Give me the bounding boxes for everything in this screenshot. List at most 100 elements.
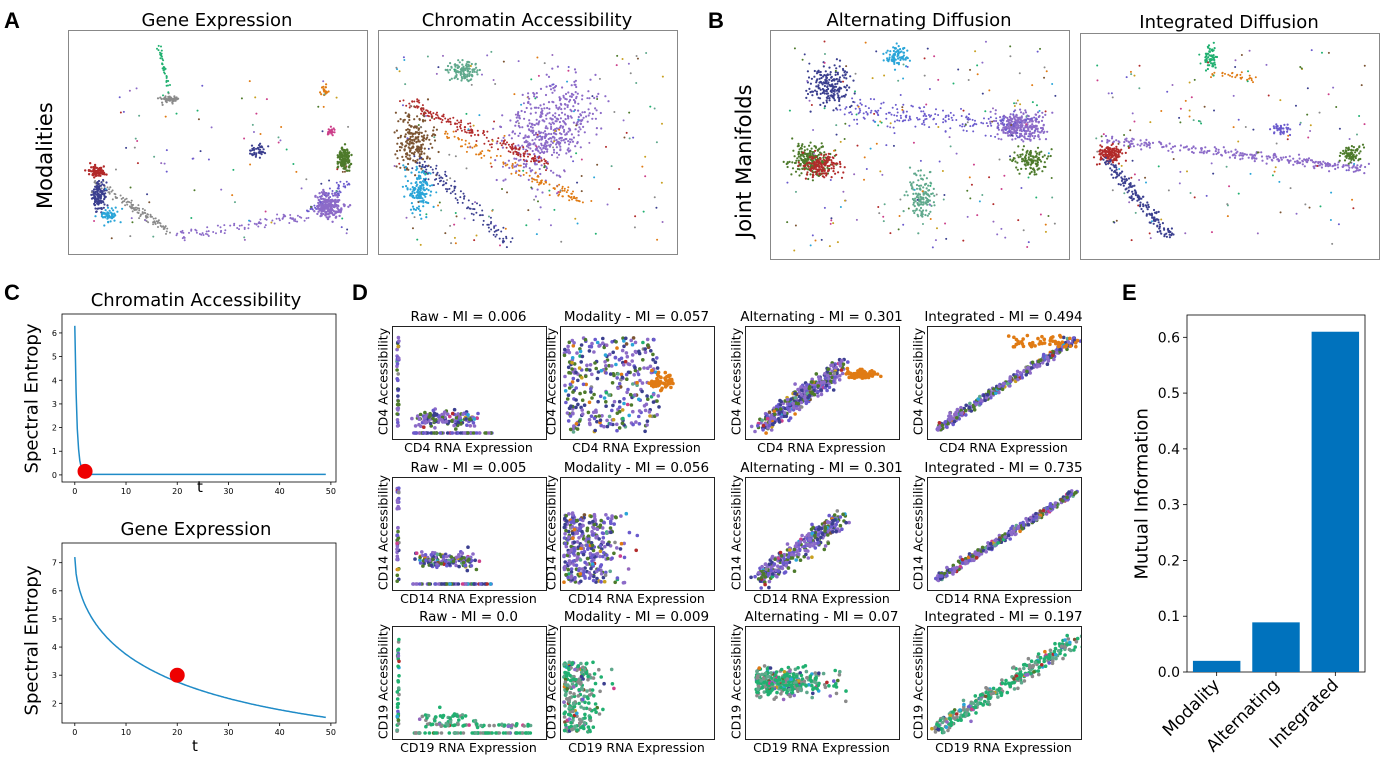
scatter-point	[95, 174, 98, 177]
scatter-point	[886, 57, 889, 60]
scatter-point	[839, 165, 842, 168]
scatter-point	[929, 170, 932, 174]
scatter-point	[507, 143, 510, 146]
scatter-point	[543, 144, 546, 147]
scatter-point	[1303, 158, 1306, 161]
scatter-point	[813, 69, 816, 73]
scatter-point	[1132, 197, 1135, 200]
scatter-point	[964, 123, 967, 126]
scatter-point	[822, 156, 825, 159]
scatter-point	[560, 108, 563, 111]
scatter-point	[163, 162, 166, 165]
scatter-point	[821, 172, 824, 175]
scatter-point	[1118, 172, 1121, 175]
scatter-point	[557, 194, 560, 197]
scatter-point	[411, 167, 414, 170]
scatter-point	[93, 176, 96, 179]
scatter-point	[497, 228, 500, 231]
scatter-point	[819, 88, 822, 91]
scatter-point	[550, 125, 553, 129]
scatter-point	[915, 208, 918, 211]
scatter-point	[1253, 154, 1257, 157]
scatter-point	[881, 173, 884, 176]
scatter-point	[231, 194, 234, 197]
scatter-point	[803, 149, 806, 152]
scatter-point	[1017, 145, 1020, 148]
scatter-point	[440, 121, 443, 124]
scatter-point	[409, 188, 412, 191]
scatter-point	[1000, 119, 1003, 122]
scatter-point	[844, 86, 847, 89]
scatter-point	[897, 79, 900, 82]
scatter-point	[514, 124, 517, 127]
scatter-point	[1016, 121, 1019, 124]
scatter-point	[405, 128, 408, 132]
scatter-point	[103, 173, 106, 176]
scatter-point	[466, 60, 469, 64]
scatter-point	[338, 190, 341, 193]
scatter-point	[1002, 115, 1005, 118]
scatter-point	[531, 180, 534, 183]
scatter-point	[902, 223, 905, 226]
scatter-point	[1016, 129, 1019, 132]
scatter-point	[505, 146, 508, 149]
scatter-point	[1127, 189, 1130, 192]
scatter-point	[190, 217, 193, 220]
scatter-point	[425, 157, 429, 160]
scatter-point	[457, 138, 460, 141]
scatter-point	[886, 49, 889, 52]
scatter-point	[420, 217, 423, 220]
scatter-point	[972, 130, 975, 133]
scatter-point	[1118, 141, 1121, 144]
scatter-point	[467, 199, 470, 202]
scatter-point	[570, 196, 573, 198]
scatter-point	[1010, 127, 1013, 131]
scatter-point	[1245, 153, 1248, 156]
scatter-point	[551, 67, 554, 70]
scatter-point	[898, 214, 901, 217]
scatter-point	[403, 135, 406, 138]
scatter-point	[818, 77, 821, 80]
scatter-point	[456, 64, 459, 67]
scatter-point	[886, 125, 889, 128]
scatter-point	[1198, 151, 1202, 154]
scatter-point	[1117, 183, 1120, 186]
scatter-point	[889, 50, 892, 53]
scatter-point	[84, 169, 87, 172]
scatter-point	[411, 142, 414, 145]
scatter-point	[821, 91, 824, 95]
scatter-point	[549, 123, 553, 126]
scatter-point	[805, 167, 808, 170]
scatter-point	[805, 96, 808, 99]
scatter-point	[509, 240, 512, 243]
scatter-point	[526, 152, 529, 155]
scatter-point	[437, 204, 440, 207]
scatter-point	[929, 218, 932, 221]
scatter-point	[408, 114, 411, 117]
scatter-point	[820, 74, 823, 77]
scatter-point	[1016, 123, 1019, 126]
scatter-point	[514, 113, 517, 116]
scatter-point	[546, 112, 549, 115]
scatter-point	[577, 115, 580, 119]
scatter-point	[513, 157, 516, 160]
scatter-point	[422, 186, 425, 189]
scatter-point	[400, 146, 403, 149]
scatter-point	[1049, 154, 1052, 158]
scatter-point	[934, 239, 937, 242]
scatter-point	[399, 100, 401, 103]
scatter-point	[902, 47, 905, 50]
scatter-point	[552, 132, 556, 135]
scatter-point	[856, 144, 859, 147]
scatter-point	[346, 183, 349, 186]
scatter-point	[574, 91, 577, 94]
scatter-point	[444, 68, 447, 71]
scatter-point	[445, 182, 448, 185]
scatter-point	[547, 101, 551, 104]
scatter-point	[573, 68, 577, 71]
scatter-point	[564, 92, 568, 96]
scatter-point	[562, 94, 565, 97]
scatter-point	[207, 230, 210, 233]
scatter-point	[1022, 140, 1025, 143]
scatter-point	[456, 126, 459, 128]
